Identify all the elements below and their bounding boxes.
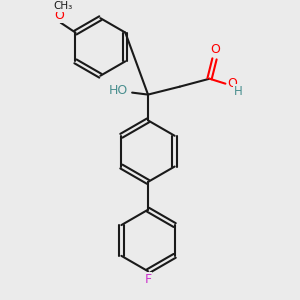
Text: O: O <box>227 77 237 90</box>
Text: O: O <box>55 9 64 22</box>
Text: CH₃: CH₃ <box>53 1 72 11</box>
Text: O: O <box>211 44 220 56</box>
Text: F: F <box>145 273 152 286</box>
Text: H: H <box>234 85 243 98</box>
Text: HO: HO <box>109 84 128 97</box>
